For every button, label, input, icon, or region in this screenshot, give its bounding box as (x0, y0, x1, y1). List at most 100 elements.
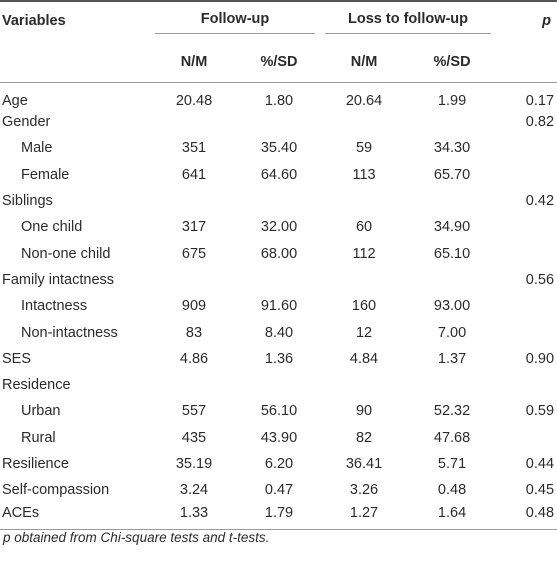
loss-pct-cell: 52.32 (433, 403, 471, 420)
follow-up-n-cell: 83 (185, 324, 203, 341)
row-label: Self-compassion (2, 482, 110, 499)
follow-up-pct-cell: 8.40 (264, 324, 294, 341)
p-value-cell: 0.90 (525, 350, 555, 367)
loss-n-cell: 3.26 (349, 482, 379, 499)
table-body: Age 20.48 1.80 20.64 1.99 0.17 Gender 0.82 Male 3… (0, 83, 557, 530)
p-value-cell (496, 240, 557, 266)
row-label: Female (21, 166, 70, 183)
loss-pct-cell (408, 188, 496, 214)
follow-up-pct-cell: 6.20 (264, 456, 294, 472)
p-value-cell (496, 162, 557, 188)
p-value-cell (496, 214, 557, 240)
p-value-cell: 0.44 (525, 456, 555, 472)
table-footnote: p obtained from Chi-square tests and t-t… (3, 530, 270, 545)
follow-up-header: Follow-up (150, 1, 320, 42)
p-value-cell: 0.42 (525, 193, 555, 210)
follow-up-n-cell: 4.86 (179, 350, 209, 367)
table-row: Residence (0, 372, 557, 398)
follow-up-n-cell: 557 (181, 403, 207, 420)
row-label: Rural (21, 429, 56, 446)
follow-up-pct-cell: 0.47 (264, 482, 294, 499)
loss-n-cell: 20.64 (345, 93, 383, 109)
follow-up-pct-cell: 68.00 (260, 245, 298, 262)
loss-pct-cell: 7.00 (437, 324, 467, 341)
table-row: Intactness 909 91.60 160 93.00 (0, 293, 557, 319)
p-value-cell: 0.56 (525, 271, 555, 288)
follow-up-n-cell: 35.19 (175, 456, 213, 472)
p-value-cell: 0.48 (525, 505, 555, 522)
loss-n-cell (320, 372, 408, 398)
follow-up-pct-cell (238, 188, 320, 214)
loss-pct-cell: 93.00 (433, 298, 471, 315)
p-value-cell: 0.82 (525, 114, 555, 131)
row-label: Intactness (21, 298, 88, 315)
table-row: Siblings 0.42 (0, 188, 557, 214)
loss-n-cell: 82 (355, 429, 373, 446)
loss-to-follow-up-header-label: Loss to follow-up (325, 11, 492, 34)
loss-n-cell: 59 (355, 140, 373, 157)
follow-up-n-cell: 909 (181, 298, 207, 315)
loss-n-cell (320, 188, 408, 214)
table-row: Gender 0.82 (0, 109, 557, 135)
table-row: Urban 557 56.10 90 52.32 0.59 (0, 398, 557, 424)
table-row: Family intactness 0.56 (0, 267, 557, 293)
row-label: ACEs (2, 505, 40, 522)
follow-up-pct-cell: 32.00 (260, 219, 298, 236)
follow-up-n-cell: 317 (181, 219, 207, 236)
table-row: Non-one child 675 68.00 112 65.10 (0, 240, 557, 266)
follow-up-pct-cell (238, 109, 320, 135)
table-row: SES 4.86 1.36 4.84 1.37 0.90 (0, 346, 557, 372)
follow-up-n-cell: 435 (181, 429, 207, 446)
p-value-cell (496, 293, 557, 319)
loss-pct-cell (408, 267, 496, 293)
follow-up-pct-cell: 64.60 (260, 166, 298, 183)
loss-n-cell (320, 267, 408, 293)
comparison-table: Variables Follow-up Loss to follow-up p … (0, 1, 557, 530)
p-value-cell: 0.45 (525, 482, 555, 499)
follow-up-n-cell: 641 (181, 166, 207, 183)
loss-pct-cell: 1.37 (437, 350, 467, 367)
row-label: Family intactness (2, 271, 115, 288)
loss-n-cell: 12 (355, 324, 373, 341)
loss-pct-cell: 5.71 (437, 456, 467, 472)
p-value-header: p (542, 13, 552, 29)
row-label: Non-intactness (21, 324, 118, 341)
p-value-cell (496, 135, 557, 161)
follow-up-pct-cell: 43.90 (260, 429, 298, 446)
loss-pct-cell: 34.90 (433, 219, 471, 236)
p-value-cell: 0.17 (525, 93, 555, 109)
row-label: Gender (2, 114, 51, 131)
loss-pct-cell: 0.48 (437, 482, 467, 499)
loss-to-follow-up-header: Loss to follow-up (320, 1, 496, 42)
row-label: Resilience (2, 456, 69, 472)
variables-header: Variables (2, 13, 66, 29)
loss-n-cell: 160 (351, 298, 377, 315)
row-label: Age (2, 93, 28, 109)
loss-n-cell: 112 (352, 245, 376, 262)
follow-up-n-header: N/M (180, 54, 208, 70)
loss-n-cell: 90 (355, 403, 373, 420)
loss-pct-cell: 1.99 (437, 93, 467, 109)
follow-up-pct-cell: 91.60 (260, 298, 298, 315)
row-label: Urban (21, 403, 61, 420)
follow-up-pct-header: %/SD (260, 54, 298, 70)
loss-pct-cell (408, 372, 496, 398)
follow-up-n-cell: 1.33 (179, 505, 209, 522)
loss-pct-header: %/SD (433, 54, 471, 70)
table-row: ACEs 1.33 1.79 1.27 1.64 0.48 (0, 503, 557, 530)
p-value-cell: 0.59 (525, 403, 555, 420)
p-value-cell (496, 319, 557, 345)
follow-up-n-cell (150, 267, 238, 293)
table-row: Rural 435 43.90 82 47.68 (0, 425, 557, 451)
loss-pct-cell: 34.30 (433, 140, 471, 157)
table-row: Age 20.48 1.80 20.64 1.99 0.17 (0, 83, 557, 109)
loss-n-cell: 1.27 (349, 505, 379, 522)
loss-n-cell: 4.84 (349, 350, 379, 367)
follow-up-pct-cell (238, 372, 320, 398)
p-value-cell (496, 425, 557, 451)
table-row: Male 351 35.40 59 34.30 (0, 135, 557, 161)
row-label: Residence (2, 377, 71, 394)
follow-up-pct-cell: 35.40 (260, 140, 298, 157)
loss-pct-cell: 1.64 (437, 505, 467, 522)
follow-up-pct-cell: 1.36 (264, 350, 294, 367)
